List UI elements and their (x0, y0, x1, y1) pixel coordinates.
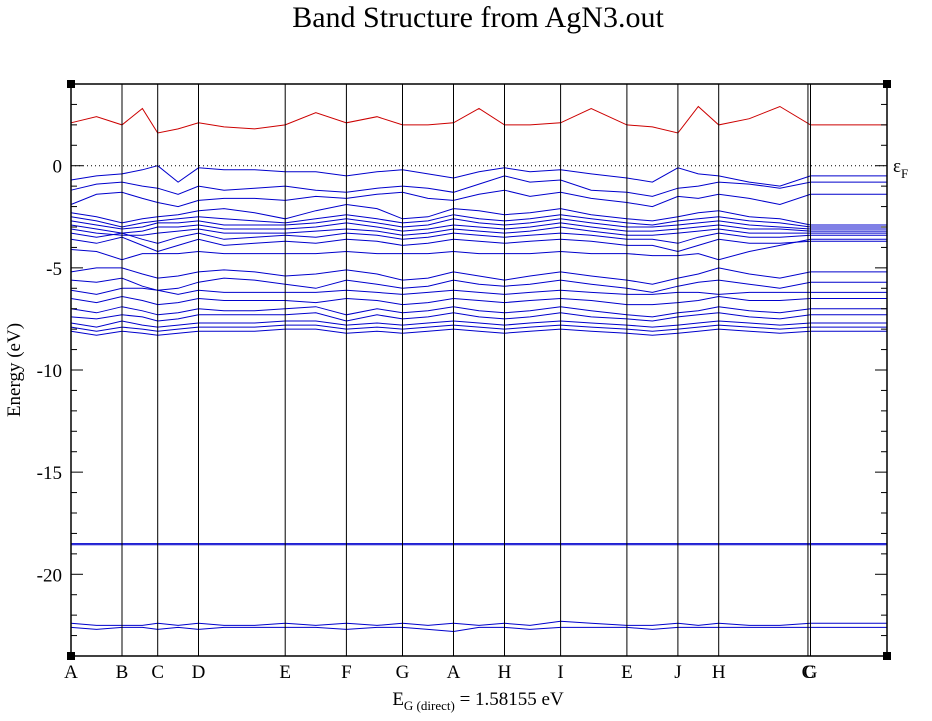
y-tick-label-3: -10 (37, 361, 62, 382)
band-line-25 (70, 626, 887, 633)
y-tick-label-2: -5 (46, 259, 62, 280)
plot-border (70, 83, 888, 657)
band-line-15 (70, 287, 887, 295)
kpoint-label-13: H (712, 662, 726, 683)
band-line-12 (70, 238, 887, 261)
kpoint-label-8: A (447, 662, 461, 683)
band-line-2 (70, 165, 887, 187)
kpoint-label-9: H (498, 662, 512, 683)
kpoint-label-14: C (802, 662, 815, 683)
y-axis-ticks: 0 -5 -10 -15 -20 (37, 83, 887, 657)
band-gap-label: EG (direct) = 1.58155 eV (392, 689, 564, 713)
band-line-9 (70, 226, 887, 236)
y-tick-label-5: -20 (37, 565, 62, 586)
band-line-11 (70, 236, 887, 253)
band-line-20 (70, 324, 887, 332)
band-line-19 (70, 320, 887, 328)
kpoint-label-3: C (151, 662, 164, 683)
band-gap-sub: G (direct) (404, 698, 455, 713)
kpoint-label-1: A (64, 662, 78, 683)
kpoint-label-7: G (396, 662, 410, 683)
band-line-4 (70, 189, 887, 208)
y-axis-label: Energy (eV) (4, 323, 25, 417)
chart-title: Band Structure from AgN3.out (292, 1, 664, 34)
band-line-18 (70, 312, 887, 322)
band-line-24 (70, 620, 887, 626)
band-line-5 (70, 203, 887, 226)
y-tick-label-4: -15 (37, 463, 62, 484)
kpoint-label-5: E (279, 662, 291, 683)
band-line-1 (70, 105, 887, 134)
fermi-label: εF (893, 156, 908, 181)
fermi-label-sub: F (901, 166, 908, 181)
band-line-3 (70, 175, 887, 197)
plot-frame (67, 80, 891, 660)
band-line-16 (70, 295, 887, 306)
band-gap-value: = 1.58155 eV (455, 689, 564, 710)
kpoint-label-15: G (804, 662, 818, 683)
x-axis-kpoint-labels: A B C D E F G A H I E J H CG (64, 662, 818, 683)
band-line-7 (70, 218, 887, 230)
band-gap-prefix: E (392, 689, 404, 710)
kpoint-lines (70, 84, 811, 656)
y-tick-label-1: 0 (53, 157, 63, 178)
kpoint-label-10: I (557, 662, 563, 683)
band-line-10 (70, 232, 887, 244)
band-line-17 (70, 306, 887, 318)
band-line-8 (70, 222, 887, 234)
kpoint-label-6: F (341, 662, 352, 683)
band-line-14 (70, 277, 887, 293)
kpoint-label-2: B (116, 662, 129, 683)
band-line-13 (70, 267, 887, 285)
fermi-label-symbol: ε (893, 156, 901, 177)
kpoint-label-11: E (621, 662, 633, 683)
band-lines (70, 105, 887, 633)
band-line-21 (70, 328, 887, 336)
band-line-6 (70, 214, 887, 228)
kpoint-label-12: J (674, 662, 681, 683)
kpoint-label-4: D (192, 662, 206, 683)
